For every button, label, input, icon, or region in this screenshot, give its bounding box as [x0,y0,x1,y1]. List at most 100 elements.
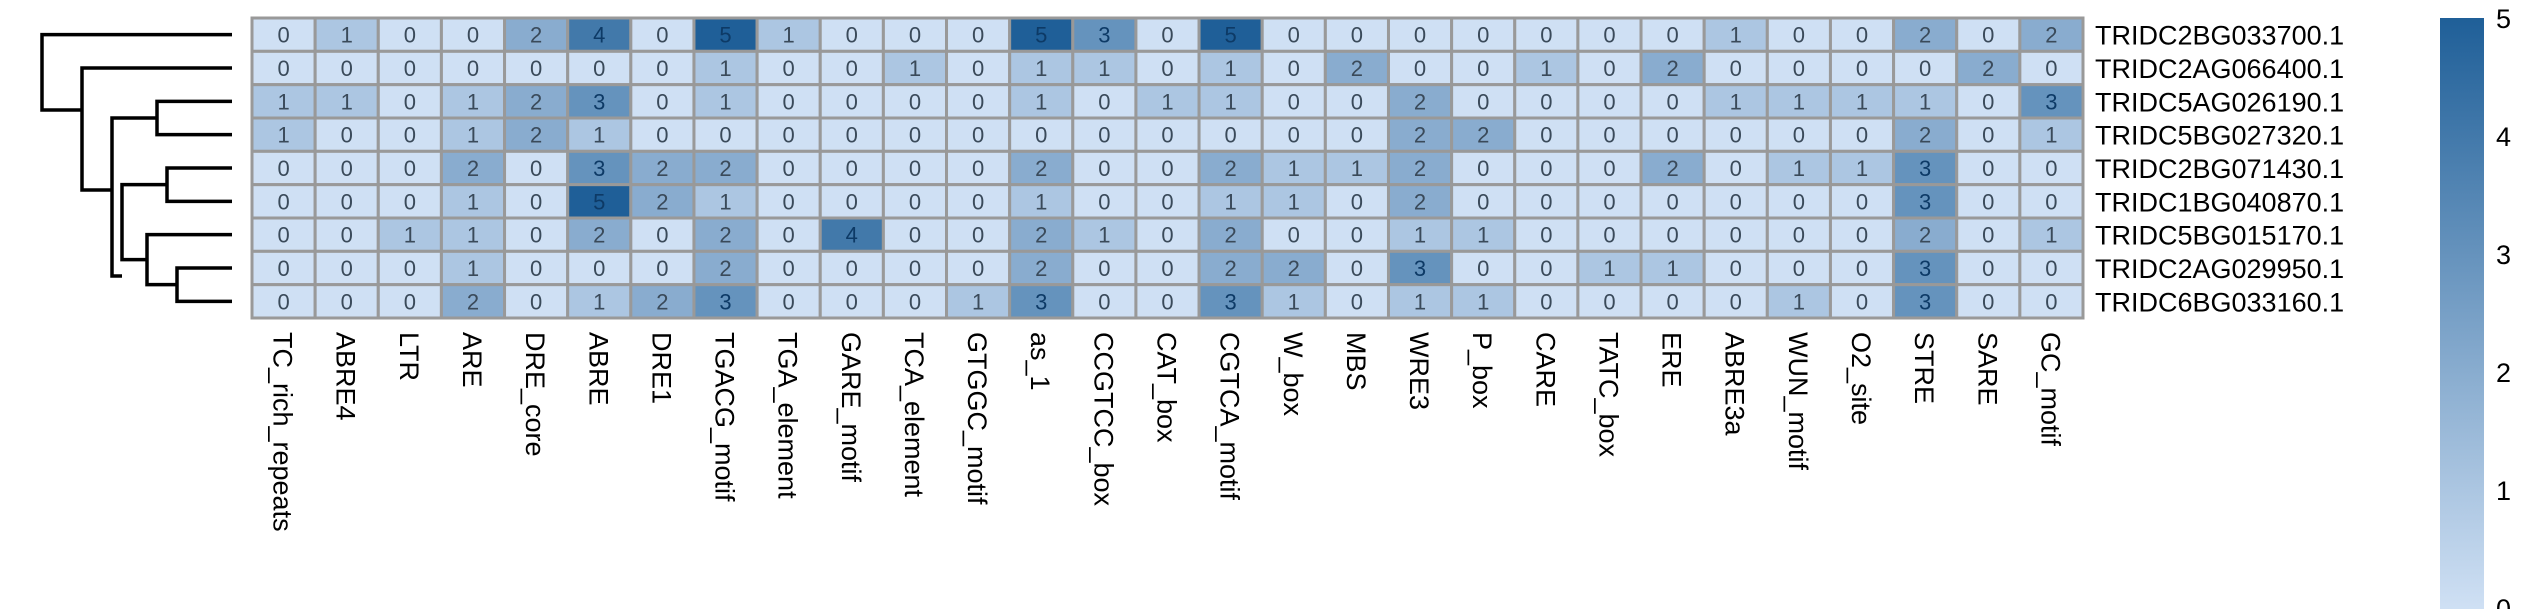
row-label: TRIDC2BG033700.1 [2095,21,2344,51]
column-label: ABRE [583,332,613,406]
cell-value-label: 0 [530,189,542,214]
colorbar [2440,18,2484,609]
cell-value-label: 0 [1603,23,1615,48]
cell-value-label: 5 [719,23,731,48]
cell-value-label: 1 [467,89,479,114]
column-label: STRE [1909,332,1939,404]
cell-value-label: 0 [1540,89,1552,114]
cell-value-label: 0 [909,89,921,114]
cell-value-label: 0 [341,289,353,314]
heatmap-cell [250,216,317,253]
cell-value-label: 0 [467,56,479,81]
cell-value-label: 0 [1982,23,1994,48]
column-label: MBS [1341,332,1371,391]
heatmap-cell [1765,183,1832,220]
heatmap-cell [1576,49,1643,87]
cell-value-label: 0 [846,289,858,314]
column-label: LTR [394,332,424,381]
heatmap-cell [881,216,949,253]
heatmap-cell [1386,83,1454,120]
cell-value-label: 2 [1414,156,1426,181]
heatmap-cell [1450,249,1517,287]
column-label: ABRE3a [1720,332,1750,437]
cell-value-label: 0 [1351,23,1363,48]
heatmap-cell [1450,116,1517,153]
cell-value-label: 0 [277,256,289,281]
cell-value-label: 2 [719,156,731,181]
cell-value-label: 3 [1919,289,1931,314]
cell-value-label: 0 [972,56,984,81]
cell-value-label: 0 [1603,289,1615,314]
cell-value-label: 0 [1856,123,1868,148]
cell-value-label: 1 [1540,56,1552,81]
cell-value-label: 1 [783,23,795,48]
cell-value-label: 1 [467,223,479,248]
cell-value-label: 1 [1225,89,1237,114]
heatmap-cell [755,49,822,87]
cell-value-label: 3 [1035,289,1047,314]
heatmap-cell [1702,116,1769,153]
heatmap-cell [1323,149,1390,187]
cell-value-label: 0 [656,23,668,48]
cell-value-label: 5 [593,189,605,214]
cell-value-label: 0 [1856,256,1868,281]
heatmap-cell [881,149,949,187]
cell-value-label: 1 [277,123,289,148]
cell-value-label: 0 [972,123,984,148]
cell-value-label: 0 [846,156,858,181]
heatmap-cell [2018,149,2085,187]
cell-value-label: 0 [656,89,668,114]
heatmap-cell [250,49,317,87]
cell-value-label: 0 [846,189,858,214]
cell-value-label: 2 [719,256,731,281]
column-label: TCA_element [899,332,929,498]
cell-value-label: 0 [1540,189,1552,214]
row-label: TRIDC2AG029950.1 [2095,254,2344,284]
column-label: W_box [1278,332,1308,417]
cell-value-label: 0 [1856,189,1868,214]
cell-value-label: 0 [783,56,795,81]
cell-value-label: 2 [1225,223,1237,248]
cell-value-label: 1 [2045,223,2057,248]
heatmap-cell [881,116,949,153]
row-label: TRIDC5AG026190.1 [2095,87,2344,117]
cell-value-label: 0 [1161,223,1173,248]
cell-value-label: 0 [1666,223,1678,248]
cell-value-label: 0 [1098,256,1110,281]
cell-value-label: 1 [1730,23,1742,48]
cell-value-label: 0 [1603,189,1615,214]
cell-value-label: 0 [1856,23,1868,48]
cell-value-label: 0 [909,223,921,248]
heatmap-cell [818,183,885,220]
cell-value-label: 0 [1098,89,1110,114]
cell-value-label: 0 [530,156,542,181]
cell-value-label: 3 [593,156,605,181]
cell-value-label: 1 [1856,156,1868,181]
cell-value-label: 0 [1477,256,1489,281]
heatmap-cell [1955,249,2022,287]
cell-value-label: 3 [719,289,731,314]
cell-value-label: 1 [1793,156,1805,181]
cell-value-label: 0 [1730,189,1742,214]
cell-value-label: 0 [593,56,605,81]
cell-value-label: 2 [1414,89,1426,114]
heatmap-cell [1576,116,1643,153]
cell-value-label: 2 [1035,256,1047,281]
heatmap-cell [629,216,696,253]
cell-value-label: 0 [1730,156,1742,181]
cell-value-label: 0 [1288,223,1300,248]
cell-value-label: 1 [1288,156,1300,181]
heatmap-cell [1765,283,1832,320]
cell-value-label: 0 [1351,289,1363,314]
heatmap-cell [376,216,443,253]
cell-value-label: 0 [846,256,858,281]
heatmap-cell [439,83,507,120]
heatmap-cell [818,249,885,287]
cell-value-label: 4 [593,23,605,48]
cell-value-label: 0 [404,123,416,148]
heatmap-cell [881,283,949,320]
cell-value-label: 2 [593,223,605,248]
cell-value-label: 0 [1793,56,1805,81]
cell-value-label: 0 [1982,123,1994,148]
color-legend: 0 1 2 3 4 5 [2440,4,2511,609]
